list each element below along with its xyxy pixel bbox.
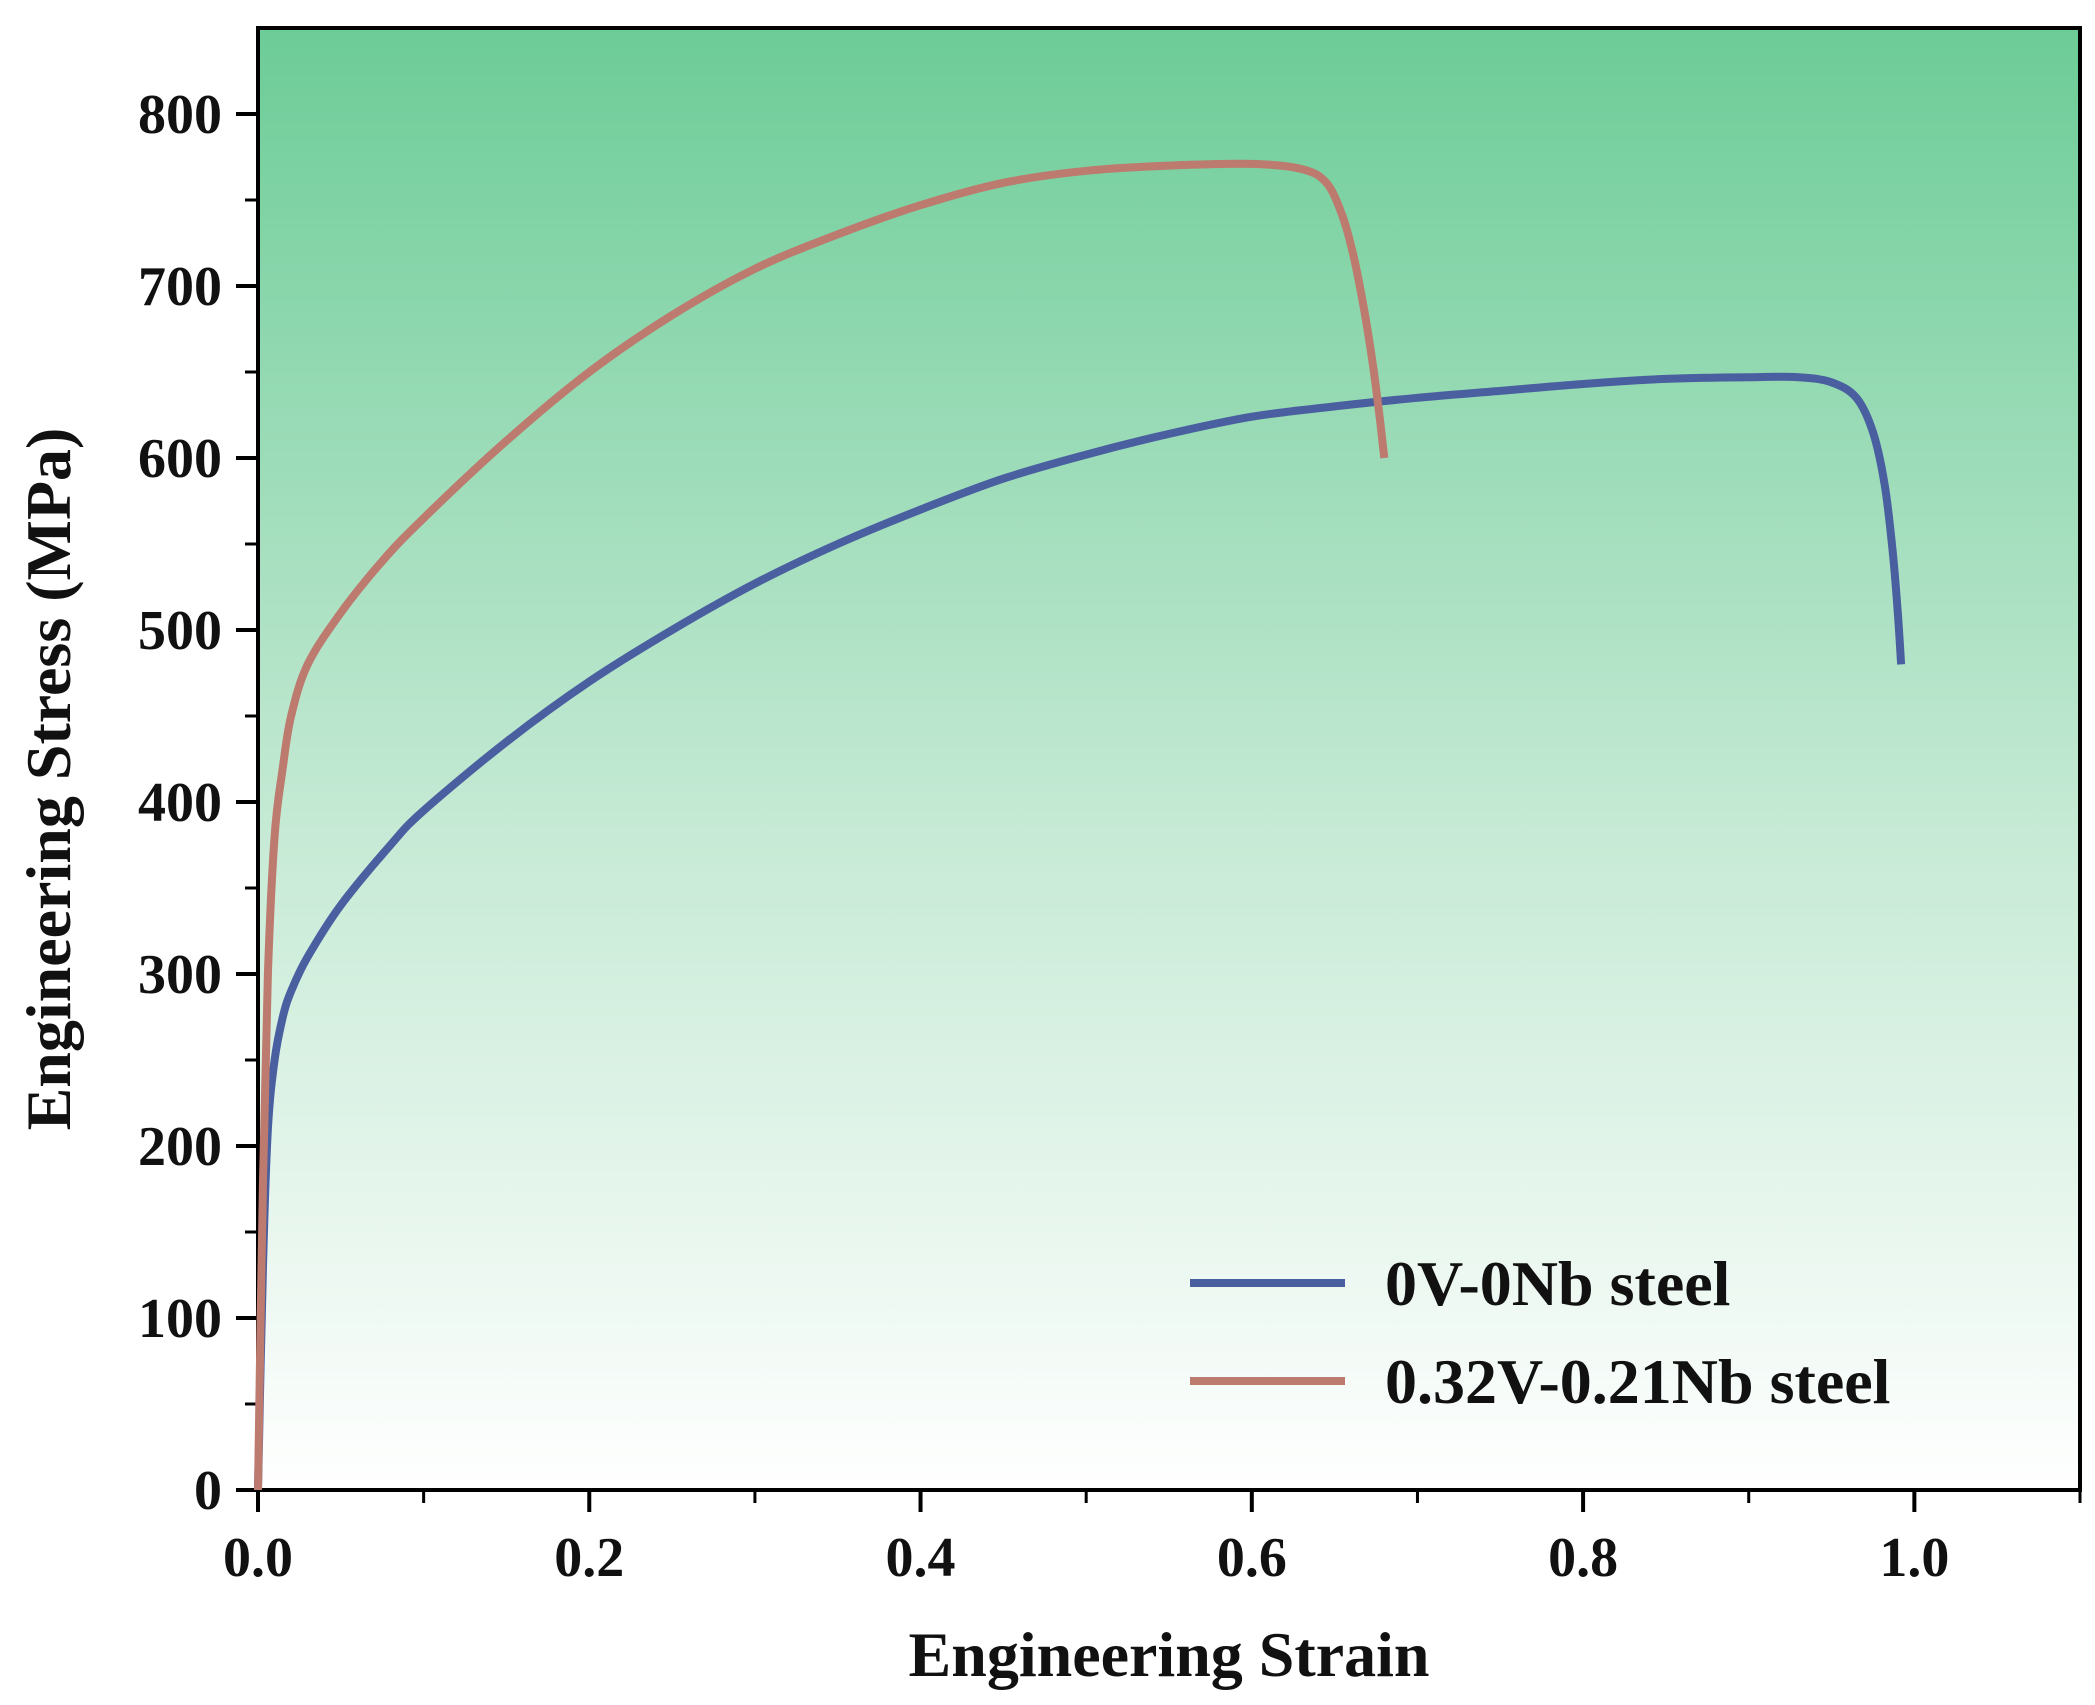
y-tick-label: 300 <box>138 944 222 1006</box>
plot-area <box>256 26 2082 1492</box>
x-tick-label: 0.8 <box>1548 1527 1618 1589</box>
y-tick-label: 200 <box>138 1116 222 1178</box>
y-tick-label: 400 <box>138 772 222 834</box>
x-tick-label: 0.6 <box>1217 1527 1287 1589</box>
x-tick-label: 1.0 <box>1879 1527 1949 1589</box>
y-tick-label: 0 <box>194 1460 222 1522</box>
legend-label-2: 0.32V-0.21Nb steel <box>1385 1346 1890 1417</box>
y-tick-label: 100 <box>138 1288 222 1350</box>
x-tick-label: 0.4 <box>886 1527 956 1589</box>
y-tick-label: 700 <box>138 256 222 318</box>
y-tick-label: 800 <box>138 84 222 146</box>
y-axis-title: Engineering Stress (MPa) <box>13 428 84 1131</box>
x-axis-title: Engineering Strain <box>909 1619 1430 1690</box>
x-axis: 0.0 0.2 0.4 0.6 0.8 1.0 <box>223 1490 2082 1589</box>
legend: 0V-0Nb steel 0.32V-0.21Nb steel <box>1190 1248 1890 1417</box>
y-axis: 0 100 200 300 400 500 600 700 800 <box>138 84 258 1522</box>
y-tick-label: 600 <box>138 428 222 490</box>
legend-label-1: 0V-0Nb steel <box>1385 1248 1730 1319</box>
series-layer <box>254 159 1906 1491</box>
x-tick-label: 0.2 <box>554 1527 624 1589</box>
y-tick-label: 500 <box>138 600 222 662</box>
series-line-1 <box>254 372 1906 1491</box>
x-tick-label: 0.0 <box>223 1527 293 1589</box>
series-line-2 <box>254 159 1389 1491</box>
